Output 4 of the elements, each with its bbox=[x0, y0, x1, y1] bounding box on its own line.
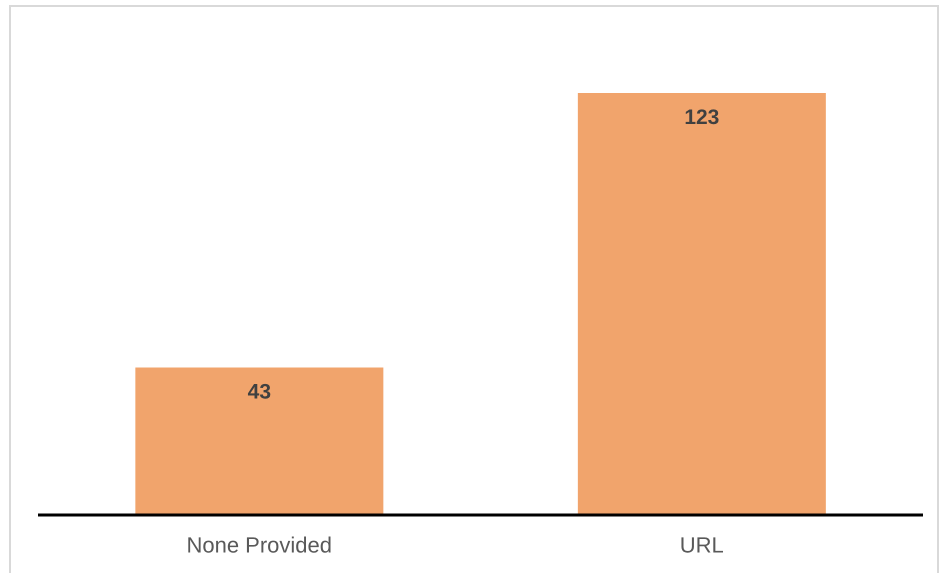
x-tick-label: URL bbox=[680, 532, 724, 558]
data-label: 123 bbox=[684, 106, 720, 129]
data-label: 43 bbox=[248, 380, 272, 404]
x-tick-label: None Provided bbox=[186, 532, 332, 558]
